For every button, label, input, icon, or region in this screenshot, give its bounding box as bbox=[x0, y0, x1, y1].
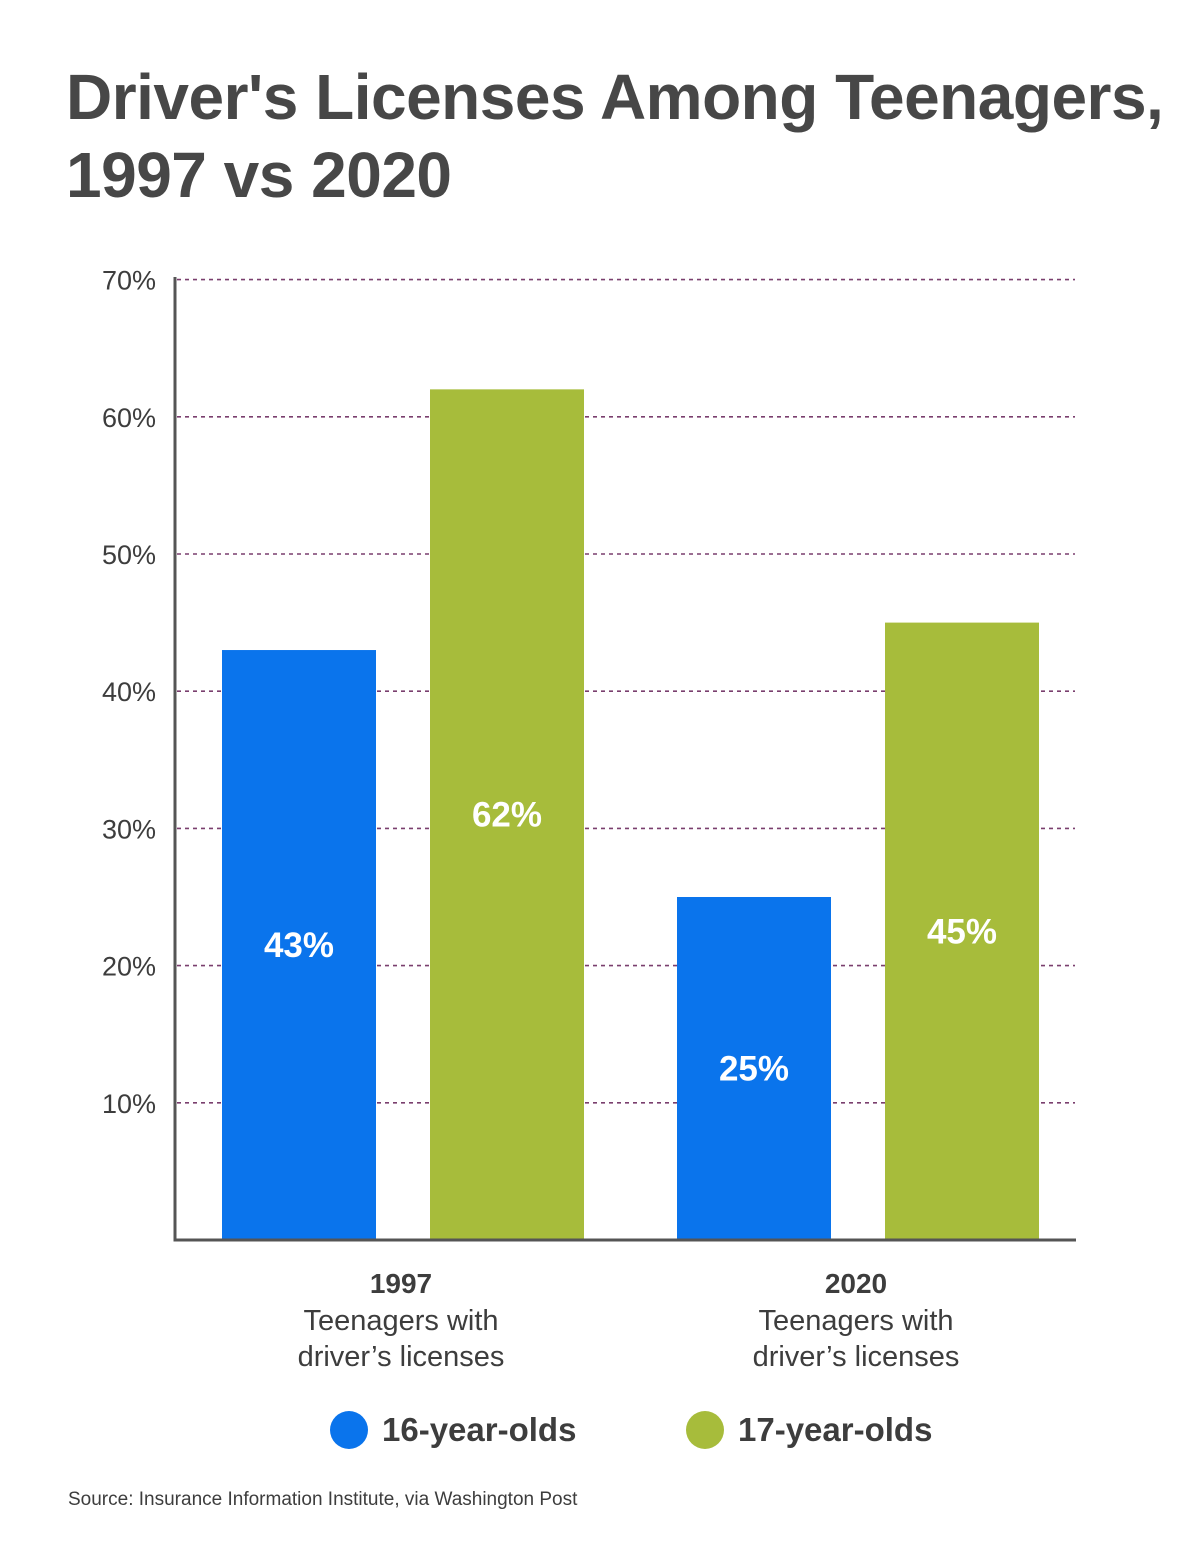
y-tick-label-40: 40% bbox=[102, 677, 156, 707]
legend-label-16-year-olds: 16-year-olds bbox=[382, 1411, 577, 1448]
x-category-desc-2020-line-1: Teenagers with bbox=[758, 1305, 953, 1337]
x-category-desc-1997-line-2: driver’s licenses bbox=[298, 1341, 505, 1373]
x-category-desc-2020-line-2: driver’s licenses bbox=[753, 1341, 960, 1373]
legend-item-17-year-olds: 17-year-olds bbox=[686, 1408, 932, 1452]
data-label-2020-17-year-olds: 45% bbox=[927, 912, 997, 951]
y-tick-label-70: 70% bbox=[102, 266, 156, 296]
legend-label-17-year-olds: 17-year-olds bbox=[738, 1411, 933, 1448]
x-category-desc-1997-line-1: Teenagers with bbox=[303, 1305, 498, 1337]
x-category-year-2020: 2020 bbox=[825, 1268, 887, 1299]
chart-title-line-1: Driver's Licenses Among Teenagers, bbox=[66, 61, 1164, 133]
legend-item-16-year-olds: 16-year-olds bbox=[330, 1408, 576, 1452]
bar-2020-16-year-olds bbox=[677, 897, 831, 1240]
bar-1997-17-year-olds bbox=[430, 389, 584, 1240]
y-tick-label-60: 60% bbox=[102, 403, 156, 433]
y-tick-label-30: 30% bbox=[102, 814, 156, 844]
data-label-2020-16-year-olds: 25% bbox=[719, 1050, 789, 1089]
chart-title: Driver's Licenses Among Teenagers, 1997 … bbox=[66, 58, 1166, 214]
data-label-1997-16-year-olds: 43% bbox=[264, 926, 334, 965]
chart-legend: 16-year-olds 17-year-olds bbox=[0, 1408, 1200, 1452]
x-category-year-1997: 1997 bbox=[370, 1268, 432, 1299]
y-tick-label-20: 20% bbox=[102, 952, 156, 982]
data-label-1997-17-year-olds: 62% bbox=[472, 796, 542, 835]
bar-chart: 10% 20% 30% 40% 50% 60% 70% 43% 25% 62% 45% 1997 Tee… bbox=[102, 266, 1076, 1373]
chart-title-line-2: 1997 vs 2020 bbox=[66, 139, 452, 211]
y-tick-label-50: 50% bbox=[102, 540, 156, 570]
legend-swatch-16-year-olds bbox=[330, 1411, 368, 1449]
y-tick-label-10: 10% bbox=[102, 1089, 156, 1119]
legend-swatch-17-year-olds bbox=[686, 1411, 724, 1449]
bar-1997-16-year-olds bbox=[222, 650, 376, 1240]
source-note: Source: Insurance Information Institute,… bbox=[68, 1489, 578, 1510]
bar-2020-17-year-olds bbox=[885, 622, 1039, 1240]
